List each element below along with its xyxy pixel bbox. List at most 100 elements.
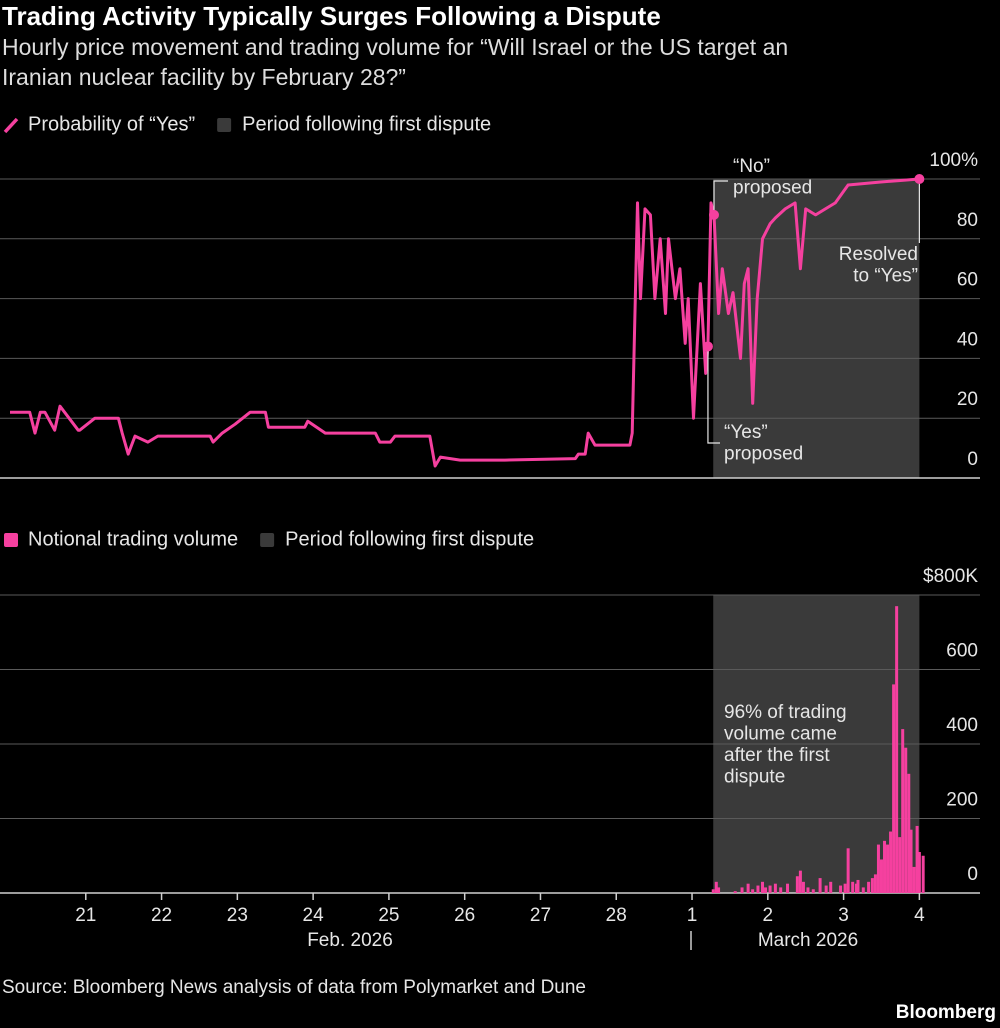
bar <box>756 885 760 893</box>
legend-swatch <box>4 533 18 547</box>
y-tick-label: $800K <box>923 566 978 587</box>
chart-title: Trading Activity Typically Surges Follow… <box>2 1 661 31</box>
bar <box>824 885 828 893</box>
bar <box>886 844 890 893</box>
bar <box>751 889 755 893</box>
y-tick-label: 80 <box>957 210 978 231</box>
bar <box>876 844 880 893</box>
bar <box>883 840 887 893</box>
bar <box>843 883 847 893</box>
x-group-label: Feb. 2026 <box>307 930 393 951</box>
bar <box>870 878 874 893</box>
y-tick-label: 20 <box>957 389 978 410</box>
legend-swatch <box>3 117 19 134</box>
bar <box>714 881 718 893</box>
annotation: “Yes” <box>724 422 768 443</box>
bar <box>856 879 860 893</box>
legend-swatch <box>260 533 275 547</box>
legend-label: Period following first dispute <box>285 528 534 550</box>
bar <box>839 885 843 893</box>
bar <box>861 887 865 893</box>
y-tick-label: 400 <box>946 715 978 736</box>
annotation: to “Yes” <box>853 266 918 287</box>
bar <box>717 887 721 893</box>
bar <box>904 747 908 893</box>
bar <box>740 887 744 893</box>
annotation: dispute <box>724 767 785 788</box>
source: Source: Bloomberg News analysis of data … <box>2 977 586 998</box>
annotation-leader <box>713 180 728 215</box>
bar <box>854 883 858 893</box>
bar <box>746 883 750 893</box>
x-tick-label: 24 <box>303 905 325 926</box>
bar <box>806 887 810 893</box>
legend-swatch <box>217 118 232 132</box>
bar <box>892 684 896 893</box>
x-tick-label: 21 <box>75 905 96 926</box>
bar <box>733 891 737 893</box>
y-tick-label: 100% <box>929 150 978 171</box>
bar <box>768 885 772 893</box>
highlight-period <box>713 179 920 478</box>
chart-subtitle: Hourly price movement and trading volume… <box>2 34 788 60</box>
bar <box>901 729 905 893</box>
bar <box>907 773 911 893</box>
y-tick-label: 40 <box>957 329 978 350</box>
brand: Bloomberg <box>896 1002 996 1023</box>
annotation-point <box>914 174 925 184</box>
x-tick-label: 28 <box>606 905 627 926</box>
x-tick-label: 2 <box>763 905 774 926</box>
bar <box>879 859 883 893</box>
bar <box>898 837 902 893</box>
bar <box>811 889 815 893</box>
bar <box>795 876 799 893</box>
bar <box>846 848 850 893</box>
annotation: “No” <box>733 156 770 177</box>
bar <box>915 825 919 893</box>
y-tick-label: 0 <box>967 864 978 885</box>
legend-label: Period following first dispute <box>242 113 491 135</box>
bar <box>818 878 822 893</box>
y-tick-label: 600 <box>946 641 978 662</box>
x-tick-label: 26 <box>454 905 475 926</box>
bar <box>889 831 893 893</box>
bar <box>786 883 790 893</box>
bar <box>851 881 855 893</box>
bar <box>764 887 768 893</box>
annotation-leader <box>707 346 720 444</box>
bar <box>917 852 921 893</box>
x-tick-label: 3 <box>838 905 849 926</box>
legend-label: Probability of “Yes” <box>28 113 195 135</box>
legend-label: Notional trading volume <box>28 528 238 550</box>
bar <box>829 881 833 893</box>
bar <box>921 855 925 893</box>
x-group-label: March 2026 <box>758 930 858 951</box>
annotation: volume came <box>724 724 837 745</box>
x-tick-label: 23 <box>227 905 248 926</box>
annotation: after the first <box>724 745 830 766</box>
bar <box>761 881 765 893</box>
x-tick-label: 22 <box>151 905 172 926</box>
bar <box>711 889 715 893</box>
bar <box>779 887 783 893</box>
y-tick-label: 60 <box>957 270 978 291</box>
x-tick-label: 27 <box>530 905 551 926</box>
annotation: Resolved <box>839 244 918 265</box>
bar <box>798 870 802 893</box>
annotation: proposed <box>724 444 803 465</box>
x-tick-label: 1 <box>687 905 698 926</box>
x-tick-label: 4 <box>914 905 925 926</box>
annotation: proposed <box>733 178 812 199</box>
bar <box>909 829 913 893</box>
bar <box>801 881 805 893</box>
bar <box>873 874 877 893</box>
bar <box>912 866 916 893</box>
bar <box>895 606 899 893</box>
y-tick-label: 200 <box>946 790 978 811</box>
annotation: 96% of trading <box>724 702 847 723</box>
bar <box>773 883 777 893</box>
bar <box>867 881 871 893</box>
line <box>10 177 920 468</box>
y-tick-label: 0 <box>967 449 978 470</box>
